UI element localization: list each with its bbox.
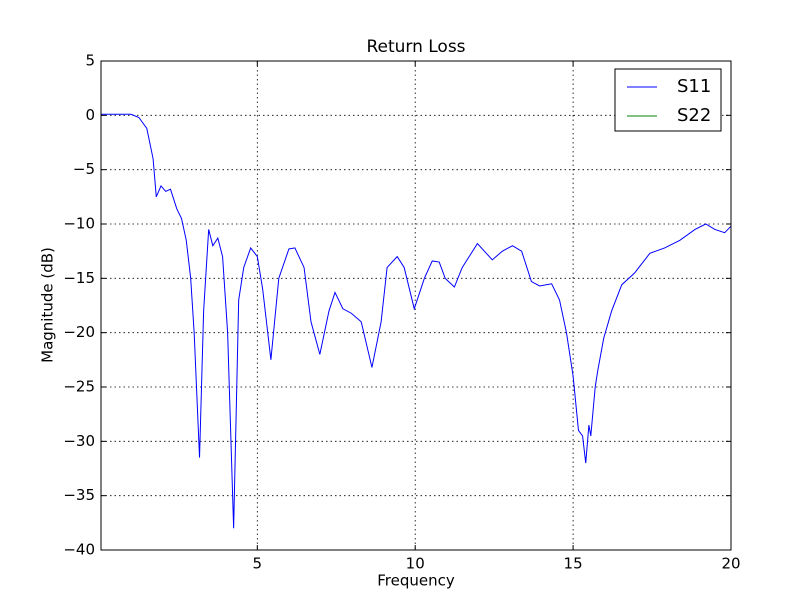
y-tick-label: −5	[73, 160, 95, 178]
data-line	[101, 113, 732, 529]
x-tick-label: 5	[253, 555, 263, 573]
x-axis-label: Frequency	[377, 572, 455, 590]
x-tick-label: 10	[406, 555, 425, 573]
chart-title: Return Loss	[366, 37, 465, 57]
y-tick-label: 0	[85, 106, 95, 124]
y-axis-label: Magnitude (dB)	[39, 247, 57, 363]
y-tick-label: −20	[63, 323, 95, 341]
y-tick-label: −10	[63, 215, 95, 233]
y-tick-label: −40	[63, 541, 95, 559]
plot-frame	[100, 60, 732, 551]
legend-label: S11	[677, 76, 711, 97]
y-tick-label: −35	[63, 486, 95, 504]
y-tick-label: −15	[63, 269, 95, 287]
y-tick-label: 5	[85, 52, 95, 70]
y-tick-label: −25	[63, 378, 95, 396]
y-tick-label: −30	[63, 432, 95, 450]
legend-box	[614, 68, 722, 132]
x-tick-label: 15	[564, 555, 583, 573]
x-tick-label: 20	[721, 555, 740, 573]
legend-label: S22	[677, 105, 711, 126]
